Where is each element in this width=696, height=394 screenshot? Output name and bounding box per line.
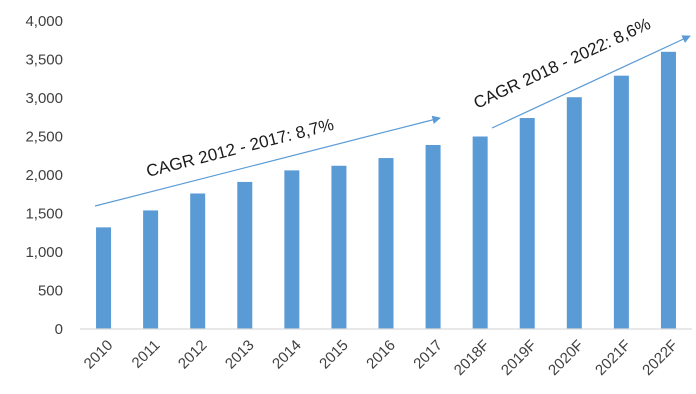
bar [660,51,676,330]
bar [519,118,535,330]
bar [237,181,253,329]
x-tick-label: 2020F [545,337,587,379]
bar [143,210,159,329]
bar [425,144,441,329]
bar [190,193,206,329]
bar [566,97,582,329]
x-axis: 2010 2011 2012 2013 2014 2015 2016 2017 2018F 201… [80,328,692,379]
cagr-label-1: CAGR 2012 - 2017: 8,7% [144,115,335,181]
cagr-arrow-1 [94,115,441,207]
bar [96,227,112,329]
x-tick-label: 2021F [592,337,634,379]
bar [331,165,347,329]
y-tick-label: 3,000 [25,90,63,107]
y-tick-label: 4,000 [25,13,63,30]
y-tick-label: 500 [38,283,63,300]
x-tick-label: 2017 [410,337,446,373]
x-tick-label: 2010 [81,337,117,373]
y-axis: 0 500 1,000 1,500 2,000 2,500 3,000 3,500 4,000 [25,13,63,338]
y-tick-label: 2,500 [25,129,63,146]
x-tick-label: 2018F [451,337,493,379]
x-tick-label: 2016 [363,337,399,373]
x-tick-label: 2013 [222,337,258,373]
bar [472,136,488,329]
y-tick-label: 3,500 [25,52,63,69]
y-tick-label: 1,500 [25,206,63,223]
bar [378,158,394,329]
cagr-arrow-2 [491,35,691,129]
x-tick-label: 2022F [639,337,681,379]
y-tick-label: 0 [55,321,63,338]
bars [96,51,676,330]
x-tick-label: 2011 [129,337,164,372]
x-tick-label: 2019F [498,337,540,379]
x-tick-label: 2015 [316,337,352,373]
x-tick-label: 2014 [269,337,305,373]
bar [613,75,629,329]
x-tick-label: 2012 [175,337,211,373]
bar [284,170,300,329]
y-tick-label: 2,000 [25,167,63,184]
y-tick-label: 1,000 [25,244,63,261]
